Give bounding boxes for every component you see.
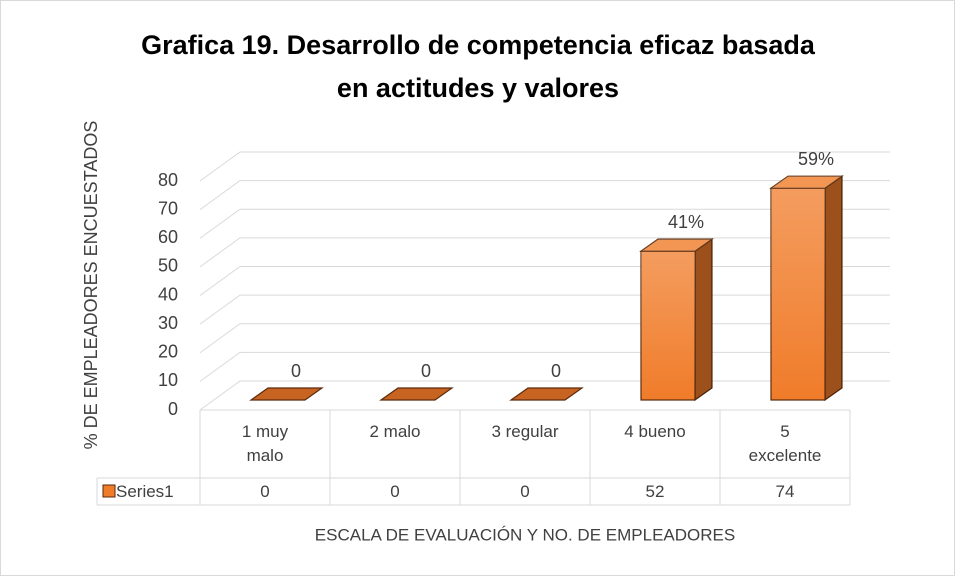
y-tick-label: 10: [158, 370, 178, 390]
category-label: 3 regular: [491, 422, 559, 441]
bar-shine: [641, 251, 695, 400]
legend-swatch: [102, 484, 116, 498]
table-value: 0: [520, 482, 530, 501]
bar-top-shade: [771, 176, 842, 189]
y-tick-label: 30: [158, 313, 178, 333]
category-label: 4 bueno: [624, 422, 686, 441]
bar-top-shade: [511, 388, 582, 400]
y-tick-label: 20: [158, 342, 178, 362]
data-label: 0: [551, 361, 561, 381]
data-label: 59%: [798, 149, 834, 169]
y-tick-label: 60: [158, 227, 178, 247]
y-tick-label: 40: [158, 284, 178, 304]
bar-top-shade: [381, 388, 452, 400]
table-value: 0: [390, 482, 400, 501]
chart-title: Grafica 19. Desarrollo de competencia ef…: [141, 30, 815, 103]
bar-top-shade: [251, 388, 322, 400]
category-label: 1 muy malo: [241, 422, 289, 465]
y-tick-label: 70: [158, 198, 178, 218]
bar-side-shade: [695, 239, 712, 400]
y-axis-label: % DE EMPLEADORES ENCUESTADOS: [81, 121, 101, 450]
legend-label: Series1: [116, 482, 174, 501]
bar-shine: [771, 188, 825, 400]
grid-line: [199, 180, 890, 211]
category-label: 5 excelente: [748, 422, 822, 465]
table-value: 0: [260, 482, 270, 501]
table-value: 52: [645, 482, 665, 501]
y-tick-label: 0: [168, 399, 178, 419]
bar-top: [769, 175, 844, 189]
grid-line: [199, 237, 890, 268]
data-label: 0: [421, 361, 431, 381]
x-axis-label: ESCALA DE EVALUACIÓN Y NO. DE EMPLEADORE…: [315, 525, 735, 544]
bar-side-shade: [825, 176, 842, 400]
grid-line: [199, 208, 890, 239]
data-label: 41%: [668, 212, 704, 232]
table-value: 74: [775, 482, 795, 501]
category-label: 2 malo: [369, 422, 421, 441]
data-label: 0: [291, 361, 301, 381]
bar-top: [379, 387, 454, 401]
bar-top-shade: [641, 239, 712, 252]
bar-top: [249, 387, 324, 401]
bar-top: [509, 387, 584, 401]
bar-top: [639, 238, 714, 252]
y-tick-label: 80: [158, 170, 178, 190]
grid-line: [199, 151, 890, 182]
y-tick-label: 50: [158, 256, 178, 276]
